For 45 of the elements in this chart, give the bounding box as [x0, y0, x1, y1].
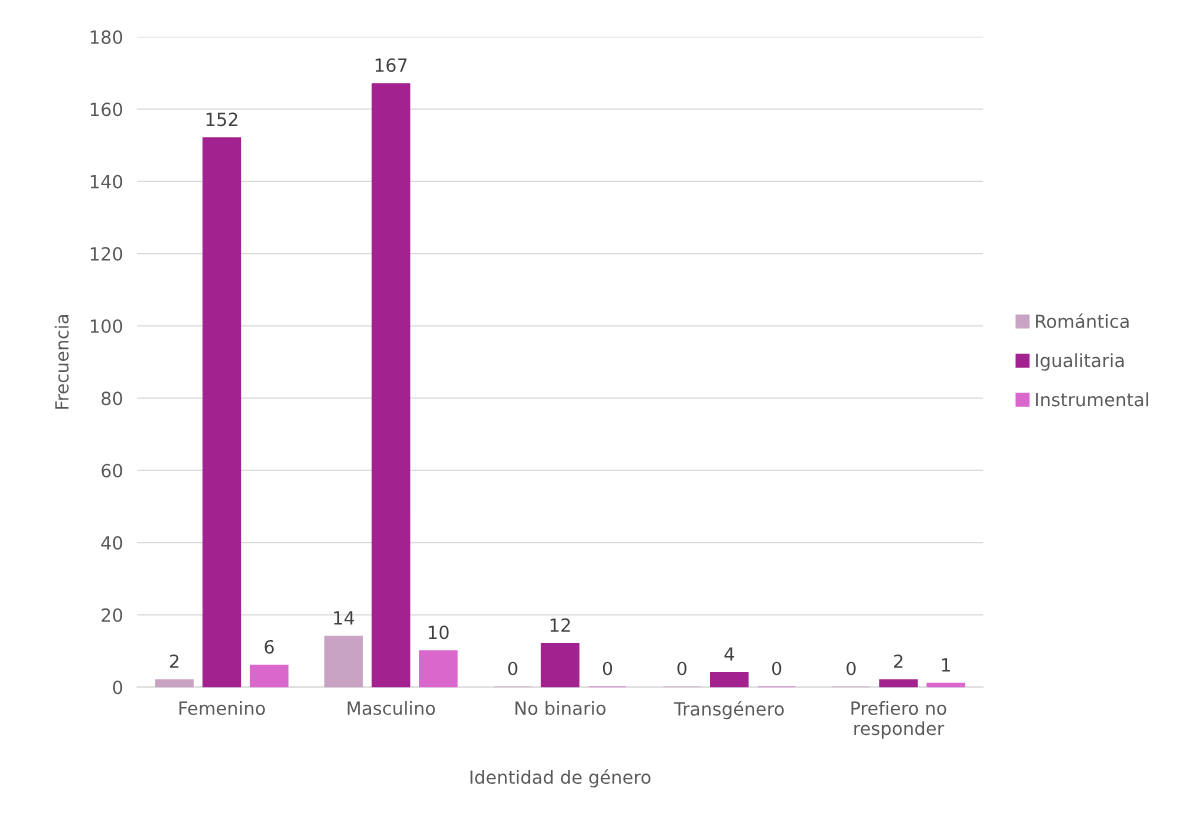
data-label: 6 [264, 639, 274, 654]
y-tick-label: 120 [90, 247, 123, 261]
y-tick-label: 100 [90, 319, 123, 333]
x-axis-title: Identidad de género [470, 769, 651, 788]
x-tick-label: No binario [515, 701, 606, 716]
data-label: 14 [334, 611, 355, 625]
data-label: 2 [894, 654, 903, 668]
x-tick-label: Femenino [179, 701, 265, 716]
data-label: 0 [602, 661, 613, 676]
data-label: 4 [724, 647, 735, 661]
x-tick-label: Transgénero [673, 701, 784, 720]
y-tick-label: 40 [101, 536, 123, 550]
bar [926, 682, 966, 688]
x-tick-label: Masculino [347, 701, 435, 716]
y-tick-label: 0 [113, 680, 123, 695]
data-label: 0 [508, 661, 518, 676]
bar [202, 137, 242, 688]
bar [879, 679, 918, 688]
data-label: 1 [942, 658, 950, 672]
y-tick-label: 60 [101, 463, 123, 478]
bar [540, 643, 580, 688]
data-label: 10 [428, 625, 449, 640]
data-label: 0 [772, 661, 782, 676]
data-label: 0 [846, 661, 856, 676]
y-tick-label: 180 [90, 30, 123, 44]
data-label: 0 [677, 661, 687, 676]
bar [249, 664, 289, 688]
bar [371, 83, 411, 688]
y-tick-label: 160 [90, 102, 123, 117]
y-axis-title: Frecuencia [54, 315, 69, 409]
y-tick-label: 20 [101, 608, 123, 622]
data-label: 12 [550, 618, 570, 632]
legend-label: Romántica [1036, 313, 1129, 329]
data-label: 2 [170, 654, 179, 668]
bar [710, 671, 749, 688]
x-tick-label: Prefiero no responder [851, 701, 947, 739]
bar [324, 635, 363, 688]
legend-label: Instrumental [1036, 392, 1149, 407]
legend-label: Igualitaria [1036, 353, 1124, 371]
data-label: 152 [206, 112, 238, 127]
bar [419, 650, 458, 688]
y-tick-label: 80 [101, 391, 123, 406]
bar [155, 679, 194, 688]
y-tick-label: 140 [90, 174, 123, 189]
data-label: 167 [375, 58, 407, 72]
